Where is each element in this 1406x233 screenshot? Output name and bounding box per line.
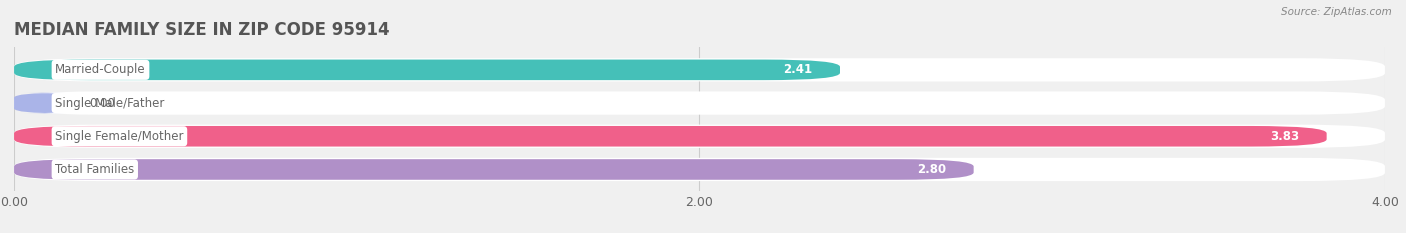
- Text: Single Male/Father: Single Male/Father: [55, 96, 165, 110]
- Text: 0.00: 0.00: [90, 96, 115, 110]
- FancyBboxPatch shape: [14, 125, 1385, 148]
- FancyBboxPatch shape: [14, 126, 1327, 147]
- Text: 2.41: 2.41: [783, 63, 813, 76]
- FancyBboxPatch shape: [14, 159, 973, 180]
- Text: MEDIAN FAMILY SIZE IN ZIP CODE 95914: MEDIAN FAMILY SIZE IN ZIP CODE 95914: [14, 21, 389, 39]
- Text: Married-Couple: Married-Couple: [55, 63, 146, 76]
- Text: 2.80: 2.80: [917, 163, 946, 176]
- FancyBboxPatch shape: [14, 58, 1385, 82]
- FancyBboxPatch shape: [14, 91, 1385, 115]
- Text: Total Families: Total Families: [55, 163, 135, 176]
- Text: 3.83: 3.83: [1270, 130, 1299, 143]
- FancyBboxPatch shape: [14, 60, 839, 80]
- Text: Single Female/Mother: Single Female/Mother: [55, 130, 184, 143]
- Text: Source: ZipAtlas.com: Source: ZipAtlas.com: [1281, 7, 1392, 17]
- FancyBboxPatch shape: [14, 158, 1385, 181]
- FancyBboxPatch shape: [14, 93, 76, 113]
